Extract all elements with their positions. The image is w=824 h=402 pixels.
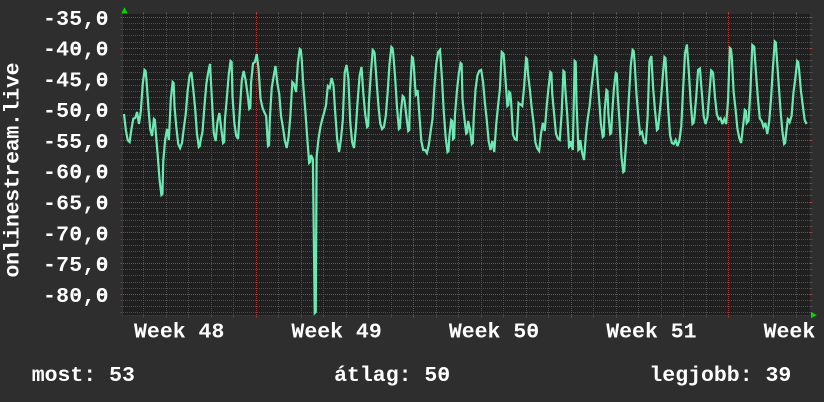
svg-text:-65,0: -65,0	[43, 193, 109, 217]
svg-text:-75,0: -75,0	[43, 254, 109, 278]
svg-text:Week 49: Week 49	[291, 321, 381, 345]
svg-text:-55,0: -55,0	[43, 131, 109, 155]
svg-text:-80,0: -80,0	[43, 285, 109, 309]
svg-text:-35,0: -35,0	[43, 8, 109, 32]
svg-text:-50,0: -50,0	[43, 100, 109, 124]
svg-text:Week 50: Week 50	[449, 321, 539, 345]
svg-text:átlag: 50: átlag: 50	[334, 364, 450, 388]
svg-text:-60,0: -60,0	[43, 162, 109, 186]
svg-text:Week 52: Week 52	[764, 321, 824, 345]
svg-text:most: 53: most: 53	[32, 364, 135, 388]
svg-text:legjobb: 39: legjobb: 39	[649, 364, 791, 388]
svg-text:-40,0: -40,0	[43, 39, 109, 63]
svg-text:-45,0: -45,0	[43, 69, 109, 93]
svg-text:Week 51: Week 51	[606, 321, 696, 345]
svg-text:onlinestream.live: onlinestream.live	[2, 63, 26, 278]
svg-text:Week 48: Week 48	[134, 321, 224, 345]
svg-text:-70,0: -70,0	[43, 223, 109, 247]
